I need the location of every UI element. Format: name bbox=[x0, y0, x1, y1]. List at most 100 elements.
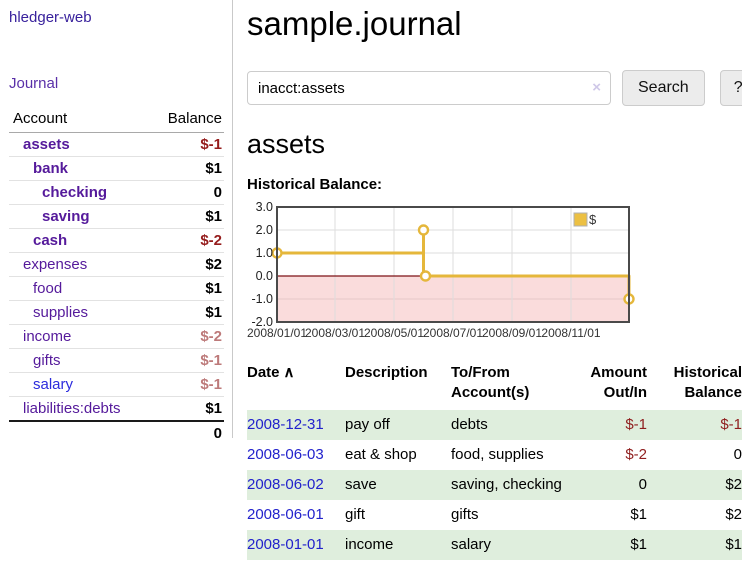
register-header-balance: Historical Balance bbox=[673, 364, 742, 402]
search-bar: × Search ? bbox=[247, 70, 742, 106]
transaction-accounts: food, supplies bbox=[451, 445, 544, 463]
account-link-liabilities-debts[interactable]: liabilities:debts bbox=[23, 400, 121, 417]
account-balance: $-2 bbox=[148, 324, 224, 349]
clear-search-icon[interactable]: × bbox=[592, 79, 601, 96]
account-heading: assets bbox=[247, 129, 326, 159]
transaction-date-link[interactable]: 2008-01-01 bbox=[247, 535, 324, 553]
register-header-date[interactable]: Date ∧ bbox=[247, 364, 295, 381]
app-title: hledger-web bbox=[9, 9, 232, 26]
nav-journal-link[interactable]: Journal bbox=[9, 75, 59, 92]
transaction-amount: $-2 bbox=[625, 445, 647, 463]
account-row: assets $-1 bbox=[9, 133, 224, 157]
historical-balance-chart: $ 3.0 2.0 1.0 0.0 -1.0 -2.0 2008/01/01 2… bbox=[243, 200, 742, 344]
register-row: 2008-06-01 gift gifts $1 $2 bbox=[247, 500, 742, 530]
accounts-total-row: 0 bbox=[9, 420, 224, 445]
account-link-checking[interactable]: checking bbox=[42, 184, 108, 201]
transaction-amount: $1 bbox=[630, 505, 647, 523]
y-tick: 2.0 bbox=[256, 223, 273, 237]
register-header-description: Description bbox=[345, 364, 428, 381]
chart-heading: Historical Balance: bbox=[247, 176, 383, 193]
transaction-balance: $1 bbox=[725, 535, 742, 553]
transaction-accounts: gifts bbox=[451, 505, 479, 523]
search-button[interactable]: Search bbox=[622, 70, 705, 106]
y-tick: 3.0 bbox=[256, 200, 273, 214]
y-tick: 0.0 bbox=[256, 269, 273, 283]
accounts-header-balance: Balance bbox=[148, 108, 224, 133]
transaction-balance: $-1 bbox=[720, 415, 742, 433]
account-link-bank[interactable]: bank bbox=[33, 160, 69, 177]
register-row: 2008-12-31 pay off debts $-1 $-1 bbox=[247, 409, 742, 440]
account-balance: $1 bbox=[148, 396, 224, 421]
page-title: sample.journal bbox=[247, 5, 462, 42]
account-link-gifts[interactable]: gifts bbox=[33, 352, 61, 369]
account-balance: $-1 bbox=[148, 372, 224, 397]
x-tick: 2008/11/01 bbox=[541, 326, 600, 340]
sidebar: hledger-web Journal Account Balance asse… bbox=[0, 0, 233, 445]
accounts-total: 0 bbox=[148, 420, 224, 445]
transaction-date-link[interactable]: 2008-12-31 bbox=[247, 415, 324, 433]
register-header-amount: Amount Out/In bbox=[590, 364, 647, 402]
account-balance: $1 bbox=[148, 156, 224, 181]
account-row: income $-2 bbox=[9, 324, 224, 349]
help-button[interactable]: ? bbox=[719, 70, 742, 106]
app-title-link[interactable]: hledger-web bbox=[9, 9, 92, 26]
x-tick: 2008/09/01 bbox=[482, 326, 542, 340]
transaction-balance: 0 bbox=[733, 445, 742, 463]
register-row: 2008-06-03 eat & shop food, supplies $-2… bbox=[247, 440, 742, 470]
account-balance: $1 bbox=[148, 300, 224, 325]
account-row: expenses $2 bbox=[9, 252, 224, 277]
account-row: gifts $-1 bbox=[9, 348, 224, 373]
account-row: liabilities:debts $1 bbox=[9, 396, 224, 421]
accounts-header-account: Account bbox=[9, 108, 149, 133]
account-link-expenses[interactable]: expenses bbox=[23, 256, 88, 273]
transaction-date-link[interactable]: 2008-06-02 bbox=[247, 475, 324, 493]
transaction-accounts: debts bbox=[451, 415, 488, 433]
account-row: salary $-1 bbox=[9, 372, 224, 397]
account-row: bank $1 bbox=[9, 156, 224, 181]
account-balance: 0 bbox=[148, 180, 224, 205]
transaction-balance: $2 bbox=[725, 475, 742, 493]
account-row: cash $-2 bbox=[9, 228, 224, 253]
transaction-amount: $-1 bbox=[625, 415, 647, 433]
transaction-date-link[interactable]: 2008-06-03 bbox=[247, 445, 324, 463]
register-header-row: Date ∧ Description To/From Account(s) Amo… bbox=[247, 361, 742, 410]
search-input[interactable] bbox=[247, 71, 611, 105]
y-tick: -1.0 bbox=[251, 292, 273, 306]
x-tick: 2008/01/01 bbox=[247, 326, 307, 340]
transaction-accounts: salary bbox=[451, 535, 492, 553]
transaction-accounts: saving, checking bbox=[451, 475, 562, 493]
account-link-assets[interactable]: assets bbox=[23, 136, 70, 153]
account-row: food $1 bbox=[9, 276, 224, 301]
account-balance: $2 bbox=[148, 252, 224, 277]
account-row: supplies $1 bbox=[9, 300, 224, 325]
legend-label: $ bbox=[589, 212, 597, 227]
register-table: Date ∧ Description To/From Account(s) Amo… bbox=[247, 361, 742, 560]
account-link-saving[interactable]: saving bbox=[42, 208, 90, 225]
account-row: checking 0 bbox=[9, 180, 224, 205]
x-tick: 2008/05/01 bbox=[364, 326, 424, 340]
account-balance: $-2 bbox=[148, 228, 224, 253]
register-row: 2008-01-01 income salary $1 $1 bbox=[247, 529, 742, 560]
account-balance: $1 bbox=[148, 276, 224, 301]
transaction-description: save bbox=[345, 475, 377, 493]
x-tick: 2008/03/01 bbox=[305, 326, 365, 340]
chart-border bbox=[276, 206, 630, 323]
transaction-description: income bbox=[345, 535, 394, 553]
account-link-salary[interactable]: salary bbox=[33, 376, 74, 393]
account-link-supplies[interactable]: supplies bbox=[33, 304, 89, 321]
account-link-food[interactable]: food bbox=[33, 280, 63, 297]
account-row: saving $1 bbox=[9, 204, 224, 229]
transaction-date-link[interactable]: 2008-06-01 bbox=[247, 505, 324, 523]
transaction-description: gift bbox=[345, 505, 366, 523]
account-link-cash[interactable]: cash bbox=[33, 232, 68, 249]
sidebar-nav: Journal bbox=[9, 75, 232, 92]
accounts-table: Account Balance assets $-1 bank $1 check… bbox=[9, 108, 224, 445]
sort-ascending-icon: ∧ bbox=[283, 364, 295, 381]
x-tick: 2008/07/01 bbox=[423, 326, 483, 340]
account-balance: $-1 bbox=[200, 136, 222, 153]
data-point bbox=[419, 270, 432, 282]
y-tick: -2.0 bbox=[251, 315, 273, 329]
y-tick: 1.0 bbox=[256, 246, 273, 260]
transaction-description: pay off bbox=[345, 415, 390, 433]
account-link-income[interactable]: income bbox=[23, 328, 72, 345]
